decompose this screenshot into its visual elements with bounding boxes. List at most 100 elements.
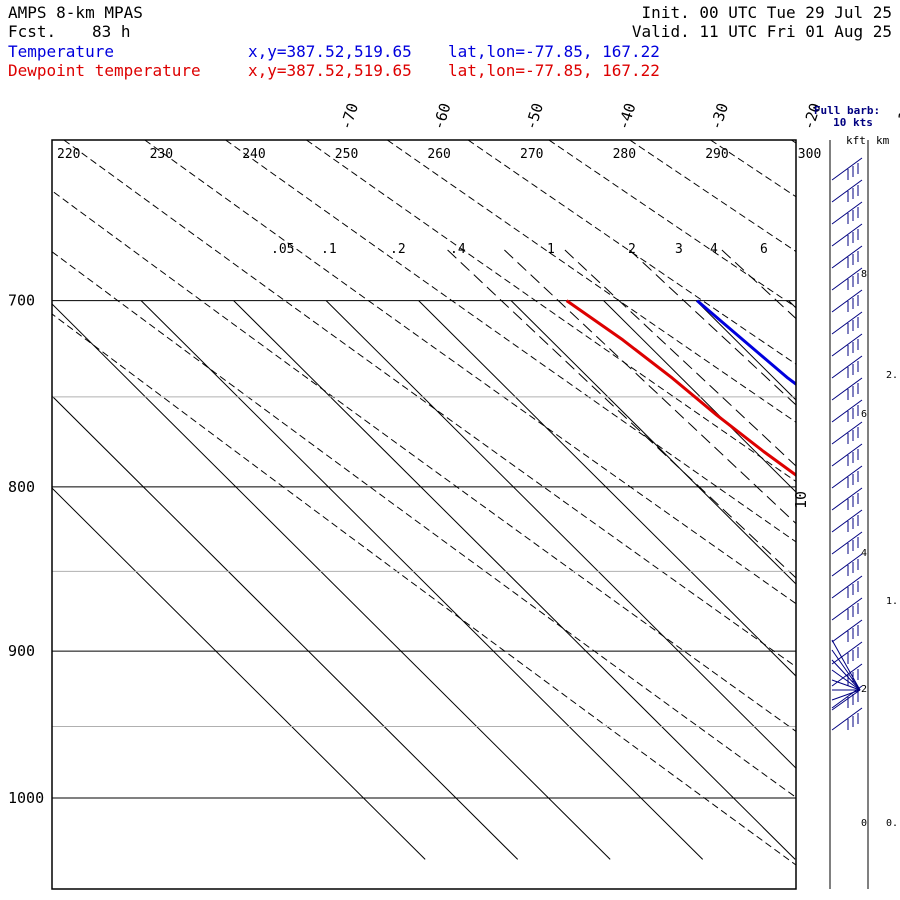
wind-barb-staff xyxy=(831,311,863,335)
isotherm-line xyxy=(52,395,519,860)
wind-barb-staff xyxy=(831,201,863,225)
pressure-label: 800 xyxy=(8,478,35,496)
theta-label: 220 xyxy=(57,147,80,162)
theta-label: 280 xyxy=(613,147,636,162)
mixing-ratio-label: .2 xyxy=(390,242,406,257)
series-layer xyxy=(565,299,796,477)
isotherm-line xyxy=(52,487,426,860)
theta-label: 230 xyxy=(150,147,173,162)
isotherm-line xyxy=(788,300,796,309)
mixing-ratio-label: .4 xyxy=(450,242,466,257)
wind-barb-staff xyxy=(831,245,863,269)
wind-barb-staff xyxy=(831,443,863,467)
wind-barb-staff xyxy=(831,669,861,691)
isotherm-label: -40 xyxy=(614,101,639,132)
isotherm-label: -30 xyxy=(707,101,732,132)
dry-adiabat-line xyxy=(52,251,796,799)
wind-barb-staff xyxy=(831,619,863,643)
plot-frame xyxy=(51,139,797,890)
wind-barb-staff xyxy=(831,641,863,665)
isotherm-line xyxy=(695,300,796,401)
temperature-profile xyxy=(696,299,796,386)
theta-label: 300 xyxy=(798,147,821,162)
theta-label: 270 xyxy=(520,147,543,162)
wind-panel-title: Full barb: xyxy=(814,104,880,117)
dry-adiabat-line xyxy=(52,190,796,732)
mixing-ratio-label: 6 xyxy=(760,242,768,257)
kft-tick-label: 2 xyxy=(861,684,867,695)
isotherm-line xyxy=(140,300,704,860)
mixing-ratio-label: .05 xyxy=(271,242,294,257)
mixing-ratio-line xyxy=(879,250,900,882)
wind-barb-staff xyxy=(831,179,863,203)
wind-barb-staff xyxy=(831,639,861,691)
isotherm-line xyxy=(325,300,796,769)
forecast-hour-value: 83 h xyxy=(92,22,131,41)
kft-tick-label: 0 xyxy=(861,818,867,829)
mixing-ratio-label: .1 xyxy=(321,242,337,257)
dry-adiabat-line xyxy=(63,140,796,668)
isotherm-label: -10 xyxy=(892,101,900,132)
dewpoint-legend-xy: x,y=387.52,519.65 xyxy=(248,61,412,80)
temperature-legend-label: Temperature xyxy=(8,42,114,61)
dry-adiabat-line xyxy=(144,140,796,605)
kft-tick-label: 4 xyxy=(861,548,867,559)
isotherm-label: -60 xyxy=(429,101,454,132)
wind-barb-staff xyxy=(831,679,861,691)
kft-tick-label: 6 xyxy=(861,409,867,420)
kft-label: kft xyxy=(846,134,866,147)
mixing-ratio-line xyxy=(629,249,796,406)
pressure-label: 900 xyxy=(8,642,35,660)
isotherm-line xyxy=(510,300,796,585)
isotherm-label: -70 xyxy=(337,101,362,132)
forecast-hour-label: Fcst. xyxy=(8,22,57,41)
dry-adiabat-line xyxy=(710,140,796,198)
wind-barb-staff xyxy=(831,333,863,357)
km-tick-label: 2. xyxy=(886,370,898,381)
wind-barb-staff xyxy=(831,377,863,401)
mixing-ratio-label: 2 xyxy=(628,242,636,257)
wind-barb-staff xyxy=(831,157,863,181)
wind-barb-staff xyxy=(831,597,863,621)
background-labels: 220 230 240 250 260 270 280 290 300 .05 .1 .2 .4 1 2 3 4… xyxy=(57,147,821,257)
wind-barb-staff xyxy=(831,553,863,577)
theta-label: 290 xyxy=(705,147,728,162)
dewpoint-profile xyxy=(565,299,796,477)
wind-barb-staff xyxy=(831,267,863,291)
wind-panel: Full barb:10 kts kft km 0 2 4 6 8 0. 1. 2. xyxy=(814,104,898,889)
wind-barb-staff xyxy=(831,689,861,701)
isobar-lines xyxy=(52,300,796,799)
isotherm-line xyxy=(881,301,900,860)
km-label: km xyxy=(876,134,890,147)
wind-barb-staff xyxy=(831,421,863,445)
wind-barb-staff xyxy=(831,289,863,313)
wind-barb-staff xyxy=(831,659,861,691)
mixing-ratio-line xyxy=(504,249,796,525)
wind-barb-staff xyxy=(831,649,861,691)
pressure-label: 700 xyxy=(8,292,35,310)
dry-adiabat-line xyxy=(791,140,796,144)
kft-tick-label: 8 xyxy=(861,269,867,280)
theta-label: 240 xyxy=(242,147,265,162)
isotherm-line xyxy=(418,300,796,677)
dry-adiabat-line xyxy=(52,313,796,866)
wind-barb-staff xyxy=(831,531,863,555)
dry-adiabat-line xyxy=(467,140,796,365)
mixing-ratio-label: 4 xyxy=(710,242,718,257)
wind-barb-staff xyxy=(831,223,863,247)
init-time: Init. 00 UTC Tue 29 Jul 25 xyxy=(641,3,892,22)
mixing-ratio-line xyxy=(564,249,796,467)
mixing-ratio-label: 1 xyxy=(547,242,555,257)
km-tick-label: 1. xyxy=(886,596,898,607)
mixing-ratio-line xyxy=(798,250,900,882)
mixing-ratio-label: 3 xyxy=(675,242,683,257)
wind-barb-staff xyxy=(831,465,863,489)
mixing-ratio-line xyxy=(447,249,796,579)
theta-label: 250 xyxy=(335,147,358,162)
isotherm-label: -50 xyxy=(522,101,547,132)
isotherm-line xyxy=(52,303,611,860)
wind-barb-staff xyxy=(831,509,863,533)
dry-adiabat-line xyxy=(872,140,900,888)
dry-adiabat-line xyxy=(225,140,796,543)
wind-barb-staff xyxy=(831,487,863,511)
